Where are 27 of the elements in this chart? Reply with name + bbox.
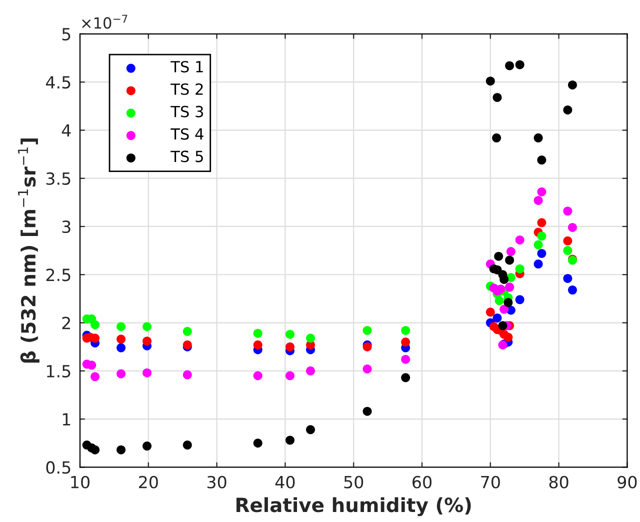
x-tick-label: 40 [275,476,295,488]
x-tick-label: 90 [618,476,637,488]
y-tick-label: 5 [62,28,70,40]
x-axis-title: Relative humidity (%) [236,497,471,516]
legend-label: TS 5 [170,150,203,162]
text: ×10$^{−7}$ [82,14,128,29]
y-tick-label: 1.5 [46,365,70,378]
x-tick-label: 30 [207,476,226,488]
y-tick-label: 2 [62,316,70,330]
x-tick-label: 80 [549,476,568,488]
x-tick-label: 60 [412,476,432,488]
y-tick-label: 3 [62,220,70,234]
y-tick-label: 4 [62,124,71,137]
y-tick-label: 3.5 [46,172,70,185]
y-tick-label: 0.5 [46,461,70,474]
x-tick-label: 50 [344,476,364,488]
y-axis-title: β (532 nm) [m$^{−1}$sr$^{−1}$] [18,138,40,363]
legend-label: TS 1 [170,60,203,73]
x-tick-label: 70 [481,476,500,488]
legend-label: TS 2 [170,83,203,95]
y-tick-label: 1 [62,413,70,426]
y-tick-label: 2.5 [46,268,70,282]
legend-label: TS 4 [170,128,204,140]
x-tick-label: 10 [71,476,90,488]
y-tick-label: 4.5 [46,76,70,89]
x-tick-label: 20 [139,476,158,488]
legend-label: TS 3 [170,106,204,118]
